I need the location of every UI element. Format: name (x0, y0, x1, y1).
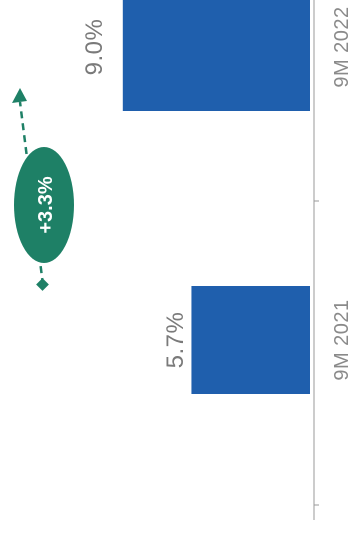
arrow-tail-dot-icon (36, 278, 49, 291)
change-badge-label: +3.3% (35, 176, 57, 233)
change-annotation: +3.3% (12, 88, 74, 291)
category-label-9m-2022: 9M 2022 (331, 6, 353, 87)
value-label-9m-2021: 5.7% (162, 312, 189, 369)
bar-9m-2022 (122, 0, 310, 111)
value-label-9m-2022: 9.0% (81, 19, 108, 76)
bar-9m-2021 (191, 286, 310, 394)
category-label-9m-2021: 9M 2021 (331, 299, 353, 380)
arrow-head-icon (12, 88, 27, 103)
change-badge (14, 147, 74, 263)
